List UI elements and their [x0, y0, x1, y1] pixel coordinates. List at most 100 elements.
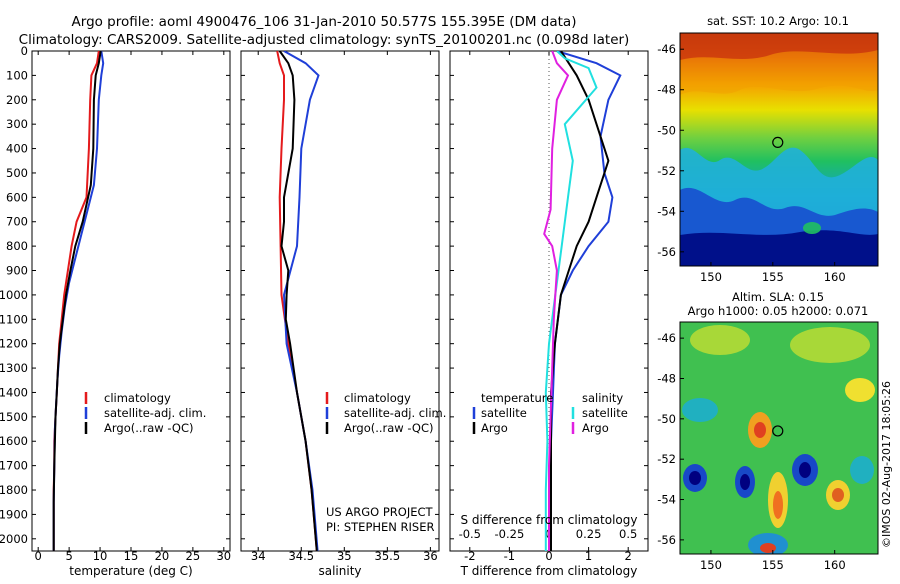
x-tick-label: 2 — [625, 549, 632, 563]
sla-low-anomaly-core — [740, 474, 750, 490]
legend-label-t-satellite: satellite — [481, 406, 527, 420]
x-tick-label: 35.5 — [375, 549, 401, 563]
x-tick-label: -1 — [504, 549, 515, 563]
sla-map-subtitle: Argo h1000: 0.05 h2000: 0.071 — [688, 304, 869, 318]
depth-tick-label: 1500 — [0, 410, 28, 424]
map-x-tick-label: 150 — [700, 558, 722, 572]
sla-patch — [845, 378, 875, 402]
temperature-lines — [52, 51, 105, 551]
depth-tick-label: 1800 — [0, 483, 28, 497]
map-x-tick-label: 150 — [700, 270, 722, 284]
salinity-xlabel: salinity — [318, 564, 361, 578]
sla-map-title: Altim. SLA: 0.15 — [732, 290, 824, 304]
sla-patch — [682, 398, 718, 422]
figure-subtitle: Climatology: CARS2009. Satellite-adjuste… — [19, 32, 630, 48]
legend-label-argo: Argo(..raw -QC) — [104, 421, 194, 435]
depth-tick-label: 1600 — [0, 434, 28, 448]
figure-title: Argo profile: aoml 4900476_106 31-Jan-20… — [72, 14, 577, 30]
sla-high-anomaly-core — [754, 422, 766, 438]
depth-tick-label: 500 — [6, 166, 28, 180]
map-y-tick-label: -48 — [657, 83, 676, 97]
x-tick-label: -2 — [464, 549, 475, 563]
pi-credit: PI: STEPHEN RISER — [326, 520, 435, 534]
depth-tick-label: 1000 — [0, 288, 28, 302]
depth-tick-label: 1300 — [0, 361, 28, 375]
sla-patch — [690, 325, 750, 355]
x-tick-label: 35 — [337, 549, 352, 563]
sla-map-axes: 150 155 160 -46 -48 -50 -52 -54 -56 — [657, 331, 845, 572]
difference-lines — [543, 51, 622, 551]
x-tick-label: 1 — [585, 549, 592, 563]
x-tick-label: 0 — [35, 549, 42, 563]
map-x-tick-label: 155 — [762, 558, 784, 572]
argo-position-marker — [772, 136, 784, 149]
sst-map-field — [680, 33, 878, 266]
sla-map-frame — [679, 321, 879, 555]
map-x-tick-label: 160 — [824, 270, 846, 284]
legend-label-satellite: satellite-adj. clim. — [104, 406, 206, 420]
s-difference-xlabel: S difference from climatology — [461, 513, 638, 527]
salinity-lines — [276, 51, 320, 551]
legend-label-s-satellite: satellite — [582, 406, 628, 420]
legend-label-climatology: climatology — [104, 391, 171, 405]
s-tick-label: 0.25 — [576, 527, 602, 541]
x-tick-label: 30 — [216, 549, 231, 563]
map-y-tick-label: -50 — [657, 123, 676, 137]
legend-label-satellite: satellite-adj. clim. — [344, 406, 446, 420]
temperature-axis: 0 5 10 15 20 25 30 — [32, 50, 231, 563]
x-tick-label: 34 — [251, 549, 266, 563]
map-y-tick-label: -56 — [657, 245, 676, 259]
map-y-tick-label: -52 — [657, 452, 676, 466]
sla-high-anomaly-core — [773, 491, 783, 519]
depth-axis: 0 100 200 300 400 500 600 700 800 900 1000 1100 1200… — [0, 44, 28, 546]
t-difference-xlabel: T difference from climatology — [460, 564, 638, 578]
map-y-tick-label: -56 — [657, 533, 676, 547]
salinity-panel — [240, 50, 440, 552]
sla-map-field — [680, 322, 878, 554]
legend-label-argo: Argo(..raw -QC) — [344, 421, 434, 435]
x-tick-label: 36 — [423, 549, 438, 563]
map-x-tick-label: 155 — [762, 270, 784, 284]
s-tick-label: 0.5 — [619, 527, 637, 541]
depth-tick-label: 1700 — [0, 459, 28, 473]
sst-map-axes: 150 155 160 -46 -48 -50 -52 -54 -56 — [657, 42, 845, 284]
map-y-tick-label: -46 — [657, 331, 676, 345]
sla-patch — [790, 327, 870, 363]
x-tick-label: 15 — [124, 549, 139, 563]
depth-tick-label: 700 — [6, 215, 28, 229]
depth-tick-label: 600 — [6, 190, 28, 204]
sst-map-title: sat. SST: 10.2 Argo: 10.1 — [707, 14, 849, 28]
legend-label-s-argo: Argo — [582, 421, 609, 435]
depth-tick-label: 1100 — [0, 312, 28, 326]
map-y-tick-label: -54 — [657, 493, 676, 507]
temperature-legend: climatology satellite-adj. clim. Argo(..… — [84, 391, 206, 435]
difference-series-line — [544, 51, 598, 551]
depth-tick-label: 300 — [6, 117, 28, 131]
temperature-xlabel: temperature (deg C) — [69, 564, 192, 578]
x-tick-label: 5 — [65, 549, 72, 563]
salinity-axis: 34 34.5 35 35.5 36 — [241, 50, 439, 563]
sst-warm-patch — [803, 222, 821, 234]
legend-header-salinity: salinity — [582, 391, 623, 405]
difference-series-line — [543, 51, 570, 551]
depth-tick-label: 100 — [6, 68, 28, 82]
sst-hot-band — [680, 33, 878, 60]
depth-tick-label: 800 — [6, 239, 28, 253]
x-tick-label: 25 — [186, 549, 201, 563]
depth-tick-label: 400 — [6, 142, 28, 156]
sla-low-anomaly-core — [799, 462, 811, 478]
x-tick-label: 0 — [545, 549, 552, 563]
x-tick-label: 10 — [93, 549, 108, 563]
difference-axis: -2 -1 0 1 2-0.5 -0.25 0 0.25 0.5 — [450, 50, 648, 563]
legend-header-temperature: temperature — [481, 391, 553, 405]
temperature-series-line — [52, 51, 102, 551]
sst-map-frame — [679, 32, 879, 267]
depth-tick-label: 2000 — [0, 532, 28, 546]
s-tick-label: -0.5 — [459, 527, 481, 541]
s-tick-label: -0.25 — [495, 527, 525, 541]
sla-low-anomaly-core — [689, 471, 701, 485]
map-y-tick-label: -50 — [657, 412, 676, 426]
legend-label-climatology: climatology — [344, 391, 411, 405]
sla-high-anomaly-core — [832, 488, 844, 502]
